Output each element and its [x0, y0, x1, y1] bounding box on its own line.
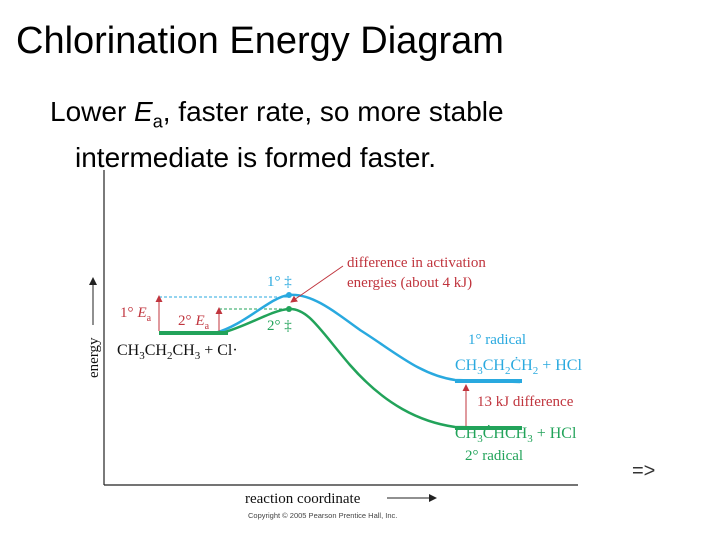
bullet-ea-symbol: E — [134, 96, 153, 127]
activation-difference-pointer — [290, 265, 344, 303]
y-axis-label-group: energy — [86, 277, 102, 378]
activation-difference-line2: energies (about 4 kJ) — [347, 275, 472, 291]
primary-ea-label: 1° Ea — [120, 305, 152, 324]
primary-energy-curve — [159, 293, 521, 384]
x-axis-label: reaction coordinate — [245, 491, 361, 507]
secondary-ts-label: 2° ‡ — [267, 318, 292, 334]
energy-difference-label: 13 kJ difference — [477, 394, 574, 410]
y-axis-label: energy — [86, 337, 102, 378]
primary-ts-label: 1° ‡ — [267, 274, 292, 290]
bullet-text: Lower Ea, faster rate, so more stable in… — [50, 94, 690, 176]
slide-title: Chlorination Energy Diagram — [16, 20, 504, 62]
bullet-prefix: Lower — [50, 96, 135, 127]
primary-ts-dot — [286, 292, 292, 298]
primary-radical-label: 1° radical — [468, 332, 526, 348]
copyright-text: Copyright © 2005 Pearson Prentice Hall, … — [248, 511, 397, 520]
secondary-ea-label: 2° Ea — [178, 313, 210, 332]
primary-radical-formula: CH3CH2ĊH2 + HCl — [455, 356, 582, 377]
next-slide-arrow[interactable]: => — [632, 460, 656, 482]
bullet-line2: intermediate is formed faster. — [75, 141, 437, 173]
secondary-radical-label: 2° radical — [465, 448, 523, 464]
bullet-ea-subscript: a — [152, 111, 163, 132]
secondary-energy-curve — [159, 307, 521, 430]
secondary-radical-formula: CH3ĊHCH3 + HCl — [455, 424, 577, 445]
activation-difference-line1: difference in activation — [347, 255, 486, 271]
reactants-formula: CH3CH2CH3 + Cl· — [117, 342, 238, 362]
bullet-line1-rest: , faster rate, so more stable — [162, 96, 504, 127]
secondary-ts-dot — [286, 306, 292, 312]
